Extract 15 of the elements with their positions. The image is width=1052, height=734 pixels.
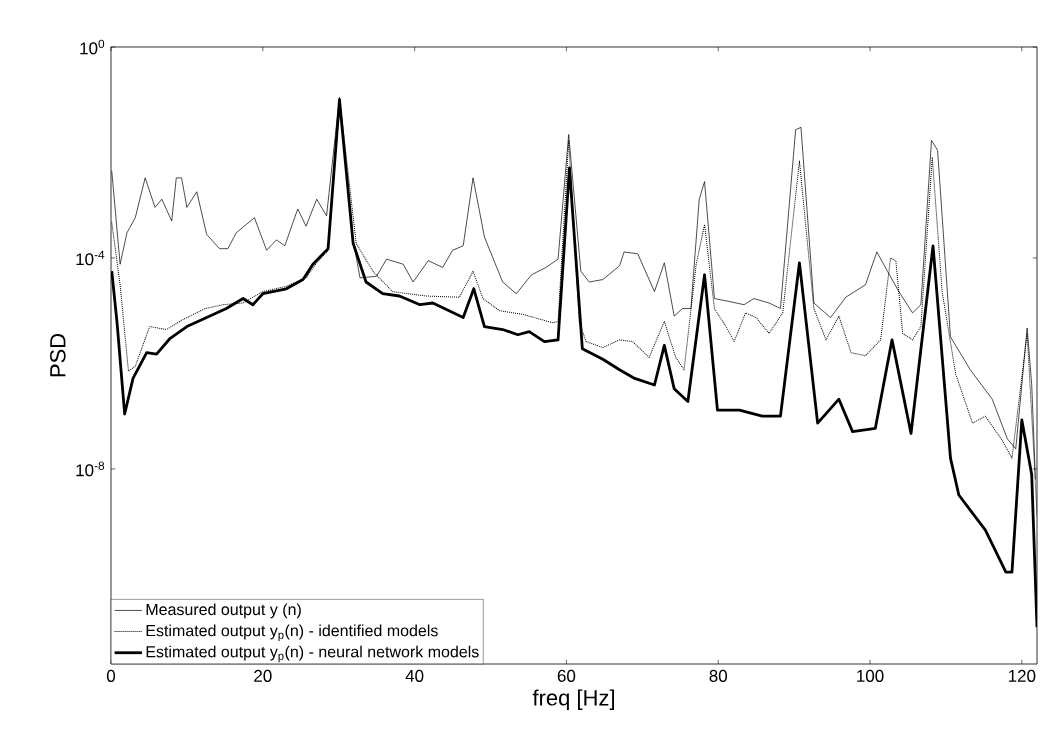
- x-tick-label: 60: [557, 669, 576, 682]
- y-tick-label: 10$^{-4}$: [76, 250, 105, 266]
- legend-label: Estimated output y$_{p}$(n) - identified models: [146, 624, 438, 642]
- x-axis-title: freq [Hz]: [532, 689, 614, 710]
- x-tick-label: 120: [1008, 669, 1036, 682]
- y-axis-title: PSD: [50, 333, 66, 377]
- y-tick-label: 10$^{-8}$: [76, 461, 105, 477]
- legend-label: Estimated output y$_{p}$(n) - neural network models: [146, 645, 479, 663]
- legend-label: Measured output y (n): [146, 603, 301, 619]
- x-tick-label: 100: [857, 669, 884, 682]
- x-tick-label: 80: [709, 669, 728, 682]
- x-tick-label: 40: [405, 669, 424, 682]
- x-tick-label: 0: [106, 669, 116, 682]
- x-tick-label: 20: [254, 669, 272, 682]
- y-tick-label: 10$^{0}$: [80, 39, 105, 55]
